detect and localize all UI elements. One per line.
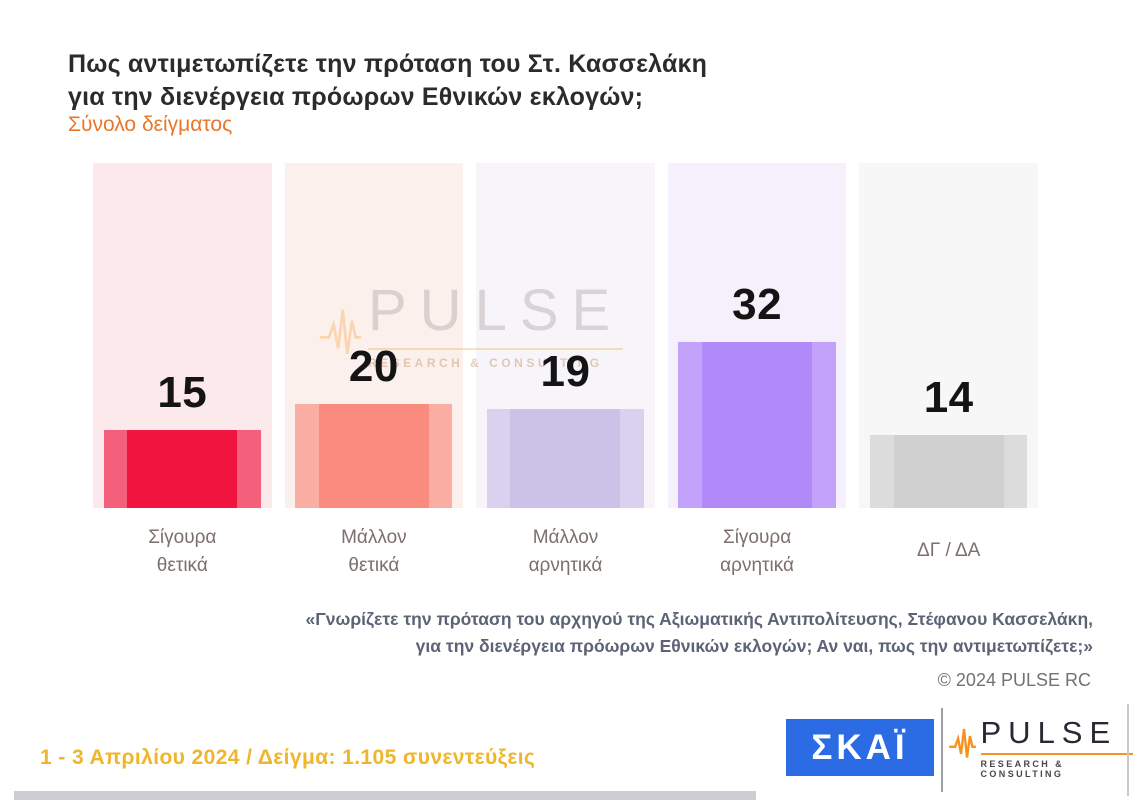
watermark-tagline: RESEARCH & CONSULTING xyxy=(368,356,603,370)
bar-column: 32 Σίγουρα αρνητικά xyxy=(667,163,847,583)
bar-core xyxy=(127,430,238,508)
bar-core xyxy=(893,435,1004,508)
pulse-logo-underline xyxy=(980,753,1133,756)
bar xyxy=(870,435,1028,508)
bar-column: 15 Σίγουρα θετικά xyxy=(93,163,272,583)
bottom-strip xyxy=(14,791,756,800)
category-label: Σίγουρα αρνητικά xyxy=(720,527,794,576)
skai-logo: ΣΚΑΪ xyxy=(786,719,934,776)
bar-column: 19 Μάλλον αρνητικά xyxy=(476,163,655,583)
pulse-logo-text: PULSE xyxy=(980,715,1118,750)
page-subtitle: Σύνολο δείγματος xyxy=(68,113,233,136)
footnote-line2: για την διενέργεια πρόωρων Εθνικών εκλογ… xyxy=(415,636,1093,657)
bar xyxy=(678,342,836,508)
bar-chart: 15 Σίγουρα θετικά 20 Μάλλον θετικά 19 Μάλλον αρν… xyxy=(93,163,1038,583)
pulse-watermark: PULSE RESEARCH & CONSULTING xyxy=(318,278,624,372)
page-title-line2: για την διενέργεια πρόωρων Εθνικών εκλογ… xyxy=(68,82,644,111)
bar-track: 15 xyxy=(93,163,272,508)
bar-track: 19 xyxy=(476,163,655,508)
right-edge-line xyxy=(1127,704,1129,796)
page-title-line1: Πως αντιμετωπίζετε την πρόταση του Στ. Κ… xyxy=(68,50,708,78)
pulse-logo-tagline: RESEARCH & CONSULTING xyxy=(980,759,1065,780)
bar xyxy=(103,430,261,508)
pulse-waveform-icon xyxy=(949,728,976,758)
page-title: Πως αντιμετωπίζετε την πρόταση του Στ. Κ… xyxy=(68,48,707,113)
category-label: Μάλλον θετικά xyxy=(341,527,407,576)
bar xyxy=(486,409,645,508)
category-label: ΔΓ / ΔΑ xyxy=(917,540,981,561)
bar-core xyxy=(702,342,813,508)
copyright: © 2024 PULSE RC xyxy=(937,670,1091,690)
bar-value-label: 20 xyxy=(348,342,399,391)
footnote: «Γνωρίζετε την πρόταση του αρχηγού της Α… xyxy=(306,606,1093,660)
bar-value-label: 32 xyxy=(732,280,783,329)
bar-track: 14 xyxy=(859,163,1038,508)
survey-info: 1 - 3 Απριλίου 2024 / Δείγμα: 1.105 συνε… xyxy=(40,746,536,769)
logo-divider xyxy=(941,708,943,792)
bar-track: 20 xyxy=(284,163,464,508)
pulse-waveform-icon xyxy=(319,309,362,355)
pulse-logo: PULSE RESEARCH & CONSULTING xyxy=(948,715,1133,780)
footnote-line1: «Γνωρίζετε την πρόταση του αρχηγού της Α… xyxy=(305,609,1093,629)
bar xyxy=(295,404,453,508)
bar-value-label: 15 xyxy=(157,368,208,417)
watermark-brand: PULSE xyxy=(368,278,624,343)
category-label: Μάλλον αρνητικά xyxy=(528,527,603,576)
bar-value-label: 14 xyxy=(923,373,974,422)
bar-column: 20 Μάλλον θετικά xyxy=(284,163,464,583)
category-label: Σίγουρα θετικά xyxy=(148,527,217,576)
bar-column: 14 ΔΓ / ΔΑ xyxy=(859,163,1038,583)
bar-track: 32 xyxy=(667,163,847,508)
skai-logo-text: ΣΚΑΪ xyxy=(811,727,909,767)
bar-core xyxy=(318,404,429,508)
bar-value-label: 19 xyxy=(540,347,591,396)
bar-core xyxy=(510,409,621,508)
